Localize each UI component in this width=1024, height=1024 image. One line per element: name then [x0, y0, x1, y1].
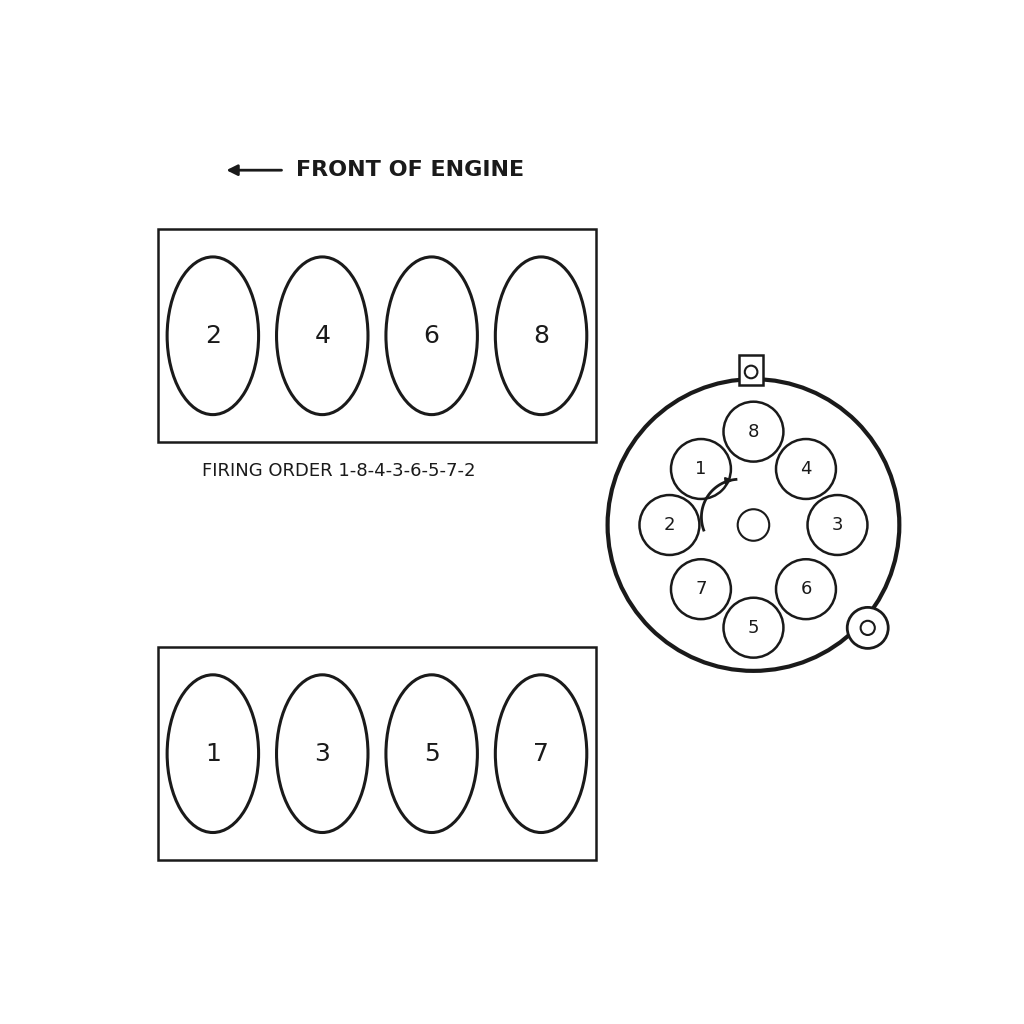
Bar	[158, 229, 596, 442]
Ellipse shape	[276, 675, 368, 833]
Text: 1: 1	[205, 741, 221, 766]
Text: 2: 2	[205, 324, 221, 348]
Text: 3: 3	[314, 741, 330, 766]
Circle shape	[671, 559, 731, 620]
Circle shape	[671, 439, 731, 499]
Text: 2: 2	[664, 516, 675, 534]
Ellipse shape	[276, 257, 368, 415]
Circle shape	[776, 559, 836, 620]
Text: 5: 5	[748, 618, 759, 637]
Text: 4: 4	[800, 460, 812, 478]
Bar	[739, 355, 763, 385]
Ellipse shape	[167, 257, 259, 415]
Circle shape	[724, 401, 783, 462]
Ellipse shape	[167, 675, 259, 833]
Text: 6: 6	[801, 581, 812, 598]
Text: 5: 5	[424, 741, 439, 766]
Bar	[158, 647, 596, 860]
Text: FRONT OF ENGINE: FRONT OF ENGINE	[296, 160, 524, 180]
Ellipse shape	[386, 257, 477, 415]
Circle shape	[607, 379, 899, 671]
Circle shape	[744, 366, 758, 378]
Text: 3: 3	[831, 516, 843, 534]
Text: 7: 7	[534, 741, 549, 766]
Text: FIRING ORDER 1-8-4-3-6-5-7-2: FIRING ORDER 1-8-4-3-6-5-7-2	[202, 462, 475, 480]
Text: 4: 4	[314, 324, 331, 348]
Text: 8: 8	[534, 324, 549, 348]
Text: 7: 7	[695, 581, 707, 598]
Text: 8: 8	[748, 423, 759, 440]
Circle shape	[737, 509, 769, 541]
Ellipse shape	[496, 675, 587, 833]
Circle shape	[724, 598, 783, 657]
Circle shape	[639, 495, 699, 555]
Circle shape	[808, 495, 867, 555]
Circle shape	[847, 607, 888, 648]
Circle shape	[776, 439, 836, 499]
Text: 1: 1	[695, 460, 707, 478]
Ellipse shape	[496, 257, 587, 415]
Circle shape	[860, 621, 874, 635]
Text: 6: 6	[424, 324, 439, 348]
Ellipse shape	[386, 675, 477, 833]
